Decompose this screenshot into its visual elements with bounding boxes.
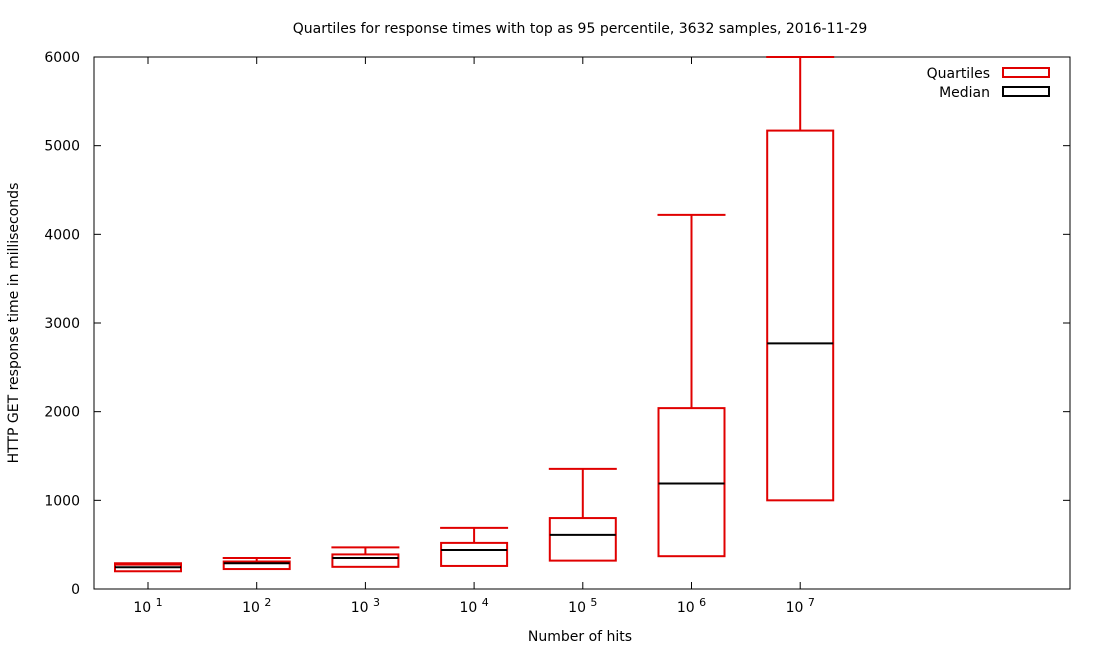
x-tick-label-exponent: 7	[808, 596, 815, 609]
box-group	[766, 56, 835, 502]
x-axis: 10 1 10 2 10 3 10 4 10 5 10 6 10 7	[133, 57, 815, 616]
x-tick-label: 10 4	[459, 596, 488, 616]
y-tick-label: 2000	[44, 405, 80, 421]
x-tick-label: 10 1	[133, 596, 162, 616]
x-tick-label-base: 10	[351, 600, 373, 616]
quartile-box	[657, 407, 726, 558]
legend: Quartiles Median	[927, 66, 1050, 101]
quartile-box	[548, 517, 617, 562]
y-tick-label: 5000	[44, 139, 80, 155]
y-tick-label: 3000	[44, 316, 80, 332]
legend-swatch-median	[1002, 86, 1050, 97]
box-group	[222, 556, 291, 571]
x-tick-label-exponent: 6	[699, 596, 706, 609]
x-tick-label: 10 2	[242, 596, 271, 616]
quartile-box	[331, 553, 400, 568]
quartile-box	[222, 560, 291, 571]
y-tick-label: 0	[71, 582, 80, 598]
legend-label-median: Median	[939, 85, 990, 101]
x-tick-label-base: 10	[568, 600, 590, 616]
y-tick-label: 6000	[44, 50, 80, 66]
box-group	[331, 546, 400, 568]
x-tick-label-base: 10	[786, 600, 808, 616]
x-tick-label-base: 10	[133, 600, 155, 616]
x-tick-label-exponent: 3	[373, 596, 380, 609]
y-axis-label: HTTP GET response time in milliseconds	[6, 183, 22, 464]
legend-swatch-quartiles	[1002, 67, 1050, 78]
x-tick-label-base: 10	[459, 600, 481, 616]
x-tick-label: 10 6	[677, 596, 706, 616]
box-group	[440, 526, 509, 567]
x-tick-label-exponent: 2	[264, 596, 271, 609]
y-axis: 0 1000 2000 3000 4000 5000 6000	[44, 50, 1070, 598]
legend-label-quartiles: Quartiles	[927, 66, 990, 82]
chart-title: Quartiles for response times with top as…	[293, 21, 868, 37]
quartile-box	[766, 129, 835, 502]
x-tick-label-exponent: 5	[590, 596, 597, 609]
box-group	[114, 562, 182, 573]
x-tick-label-exponent: 4	[482, 596, 489, 609]
x-tick-label: 10 5	[568, 596, 597, 616]
y-tick-label: 1000	[44, 493, 80, 509]
x-tick-label-exponent: 1	[156, 596, 163, 609]
x-tick-label: 10 3	[351, 596, 380, 616]
y-tick-label: 4000	[44, 227, 80, 243]
x-tick-label-base: 10	[242, 600, 264, 616]
box-series	[114, 56, 835, 573]
box-group	[548, 467, 617, 562]
x-tick-label: 10 7	[786, 596, 815, 616]
x-tick-label-base: 10	[677, 600, 699, 616]
quartile-box	[440, 541, 509, 567]
x-axis-label: Number of hits	[528, 629, 632, 645]
box-group	[657, 213, 726, 558]
